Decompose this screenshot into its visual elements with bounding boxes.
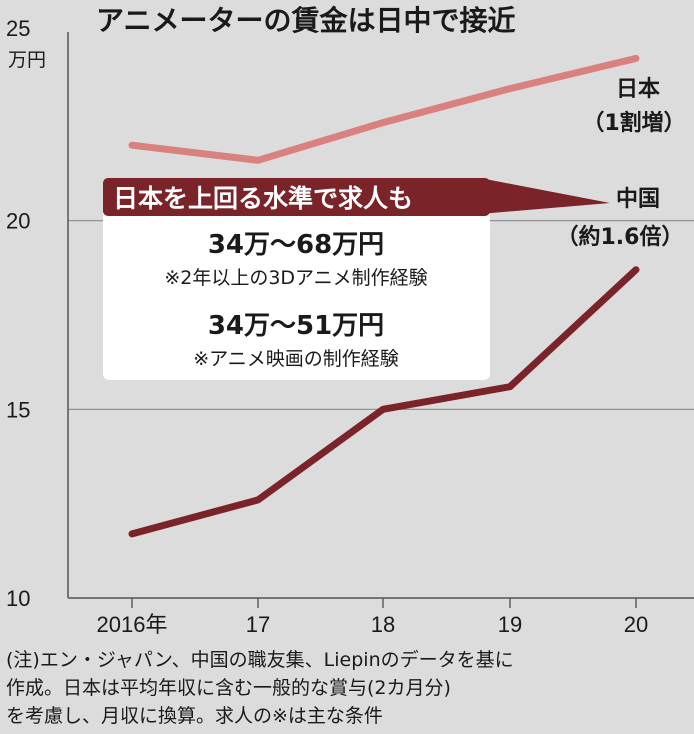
x-tick-label-3: 19 <box>498 612 522 637</box>
annotation-condition-2: ※アニメ映画の制作経験 <box>193 348 399 370</box>
annotation-box <box>103 198 490 380</box>
y-tick-label-20: 20 <box>6 209 30 234</box>
x-tick-label-0: 2016年 <box>97 612 168 637</box>
y-axis-unit: 万円 <box>8 50 46 71</box>
annotation-banner-text: 日本を上回る水準で求人も <box>113 184 413 213</box>
y-tick-label-10: 10 <box>6 586 30 611</box>
y-tick-labels: 10 15 20 25 <box>6 16 30 611</box>
job-offer-annotation: 日本を上回る水準で求人も 34万〜68万円 ※2年以上の3Dアニメ制作経験 34… <box>103 178 610 380</box>
x-tick-label-4: 20 <box>624 612 648 637</box>
series-label-japan: 日本 <box>616 77 660 102</box>
series-line-japan <box>128 54 640 164</box>
footnote-line-1: (注)エン・ジャパン、中国の職友集、Liepinのデータを基に <box>6 649 514 671</box>
annotation-range-1: 34万〜68万円 <box>208 230 384 260</box>
x-tick-label-1: 17 <box>246 612 270 637</box>
series-label-china-growth: （約1.6倍） <box>557 224 684 250</box>
series-label-china: 中国 <box>616 187 660 212</box>
chart-title: アニメーターの賃金は日中で接近 <box>96 4 515 37</box>
x-tick-label-2: 18 <box>371 612 395 637</box>
series-lines <box>128 54 640 538</box>
series-label-japan-growth: （1割増） <box>582 110 685 136</box>
series-line-china <box>128 266 640 538</box>
footnote-line-3: を考慮し、月収に換算。求人の※は主な条件 <box>6 705 383 727</box>
annotation-condition-1: ※2年以上の3Dアニメ制作経験 <box>164 267 427 289</box>
annotation-banner <box>103 178 490 216</box>
footnote-line-2: 作成。日本は平均年収に含む一般的な賞与(2カ月分) <box>6 677 451 699</box>
x-tick-labels: 2016年 17 18 19 20 <box>97 612 649 637</box>
y-tick-label-25: 25 <box>6 16 30 41</box>
annotation-range-2: 34万〜51万円 <box>208 311 384 341</box>
y-tick-label-15: 15 <box>6 397 30 422</box>
banner-pointer <box>480 178 610 214</box>
x-tick-marks <box>131 598 637 608</box>
